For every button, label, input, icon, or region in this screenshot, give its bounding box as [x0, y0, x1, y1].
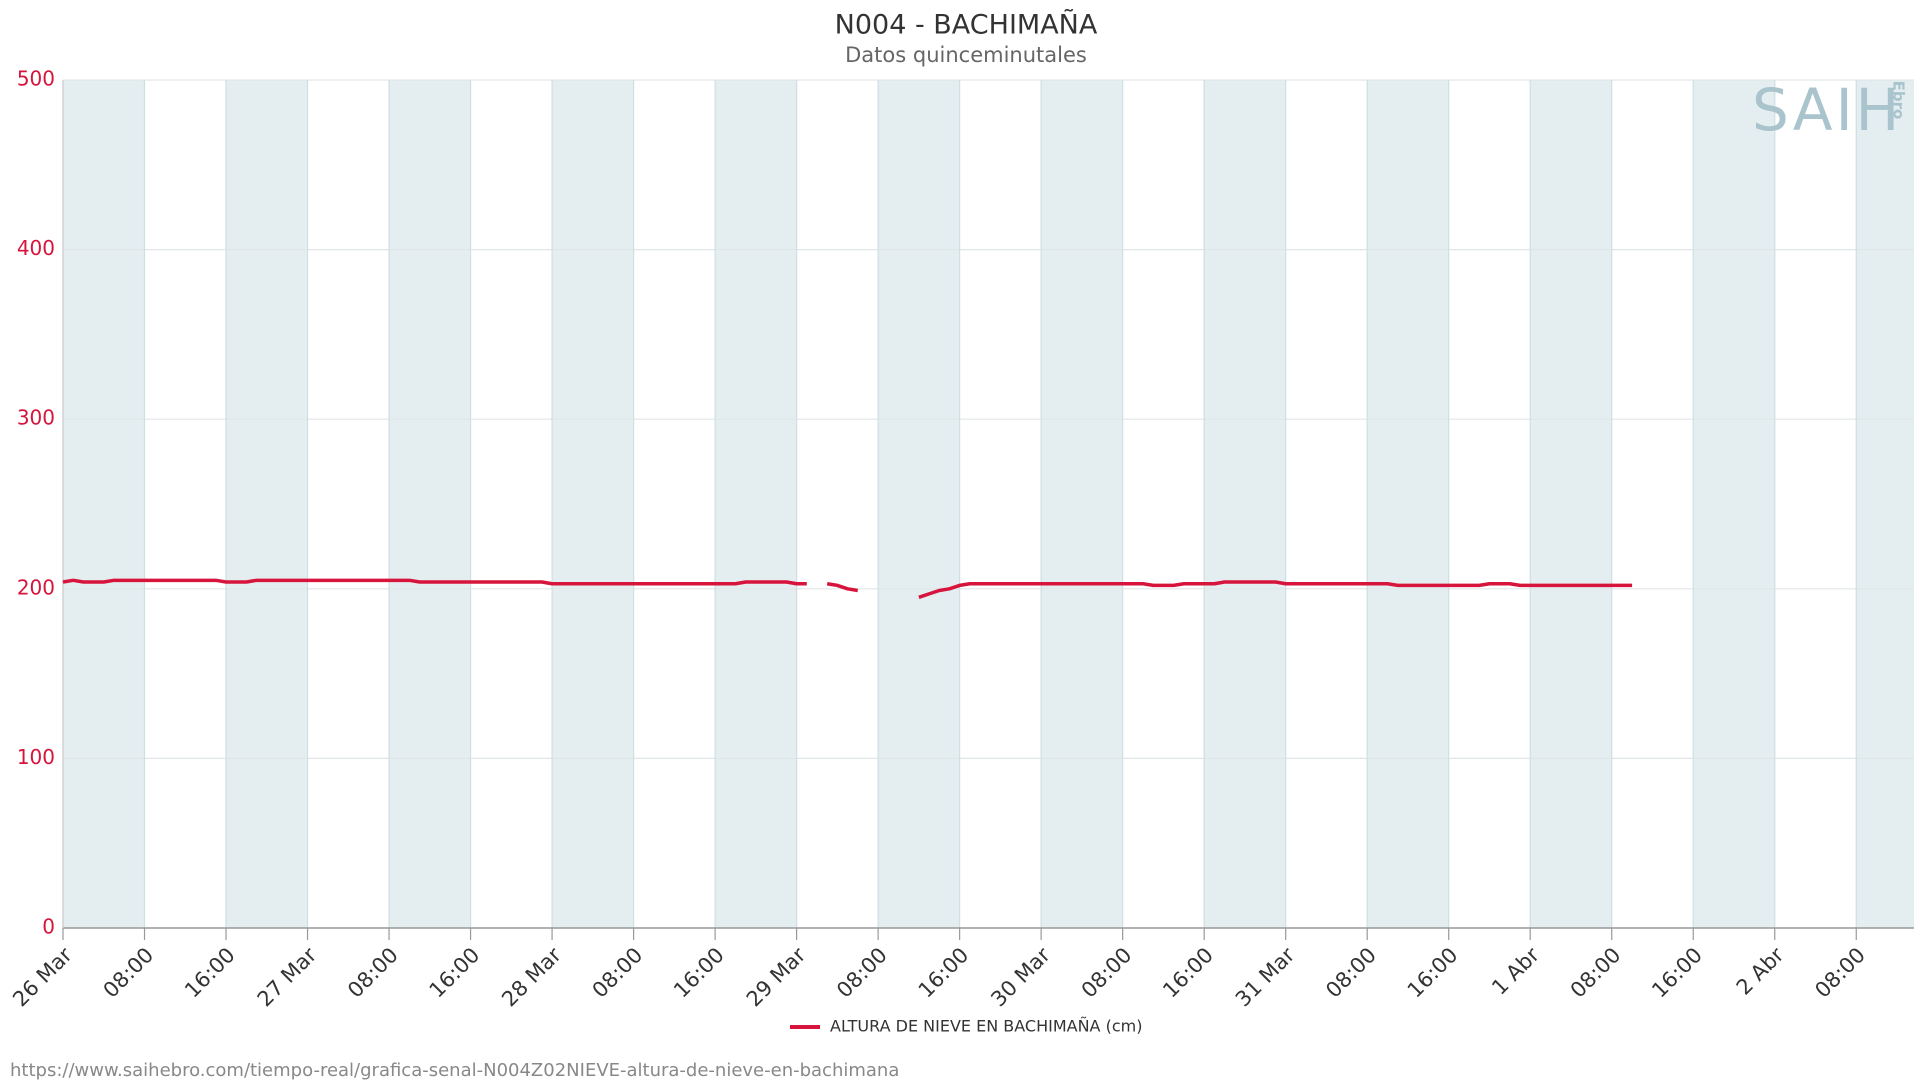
y-tick-label: 400 — [17, 236, 55, 260]
time-band — [552, 80, 634, 928]
time-band — [715, 80, 797, 928]
data-line — [62, 578, 1633, 599]
y-tick-label: 100 — [17, 745, 55, 769]
x-tick-label: 16:00 — [914, 943, 974, 1003]
x-tick-label: 26 Mar — [8, 943, 77, 1012]
chart-title: N004 - BACHIMAÑA — [835, 9, 1098, 41]
x-tick-label: 16:00 — [180, 943, 240, 1003]
y-tick-label: 300 — [17, 406, 55, 430]
x-tick-label: 08:00 — [588, 943, 648, 1003]
time-band — [226, 80, 308, 928]
x-tick-label: 08:00 — [99, 943, 159, 1003]
x-tick-label: 08:00 — [1321, 943, 1381, 1003]
y-tick-label: 200 — [17, 575, 55, 599]
source-url: https://www.saihebro.com/tiempo-real/gra… — [10, 1060, 899, 1080]
x-tick-label: 27 Mar — [253, 943, 322, 1012]
chart-subtitle: Datos quinceminutales — [845, 43, 1087, 67]
time-band — [1041, 80, 1123, 928]
x-tick-label: 31 Mar — [1231, 943, 1300, 1012]
x-tick-label: 08:00 — [832, 943, 892, 1003]
x-tick-label: 16:00 — [669, 943, 729, 1003]
time-band — [63, 80, 145, 928]
x-tick-label: 30 Mar — [986, 943, 1055, 1012]
time-band — [878, 80, 960, 928]
x-tick-label: 28 Mar — [497, 943, 566, 1012]
legend-label: ALTURA DE NIEVE EN BACHIMAÑA (cm) — [830, 1017, 1142, 1036]
x-tick-label: 16:00 — [1647, 943, 1707, 1003]
x-tick-label: 08:00 — [1810, 943, 1870, 1003]
y-tick-label: 0 — [42, 915, 55, 939]
x-tick-label: 2 Abr — [1732, 943, 1789, 1000]
logo-sub: Ebro — [1890, 81, 1908, 120]
x-tick-label: 1 Abr — [1487, 943, 1544, 1000]
time-band — [1204, 80, 1286, 928]
time-band — [1530, 80, 1612, 928]
x-tick-label: 08:00 — [343, 943, 403, 1003]
x-tick-label: 08:00 — [1566, 943, 1626, 1003]
x-tick-label: 16:00 — [1158, 943, 1218, 1003]
time-band — [1856, 80, 1914, 928]
x-tick-label: 16:00 — [425, 943, 485, 1003]
x-tick-label: 08:00 — [1077, 943, 1137, 1003]
y-tick-label: 500 — [17, 67, 55, 91]
x-tick-label: 16:00 — [1403, 943, 1463, 1003]
time-band — [1693, 80, 1775, 928]
x-tick-label: 29 Mar — [742, 943, 811, 1012]
logo: SAIH — [1752, 76, 1902, 144]
time-band — [1367, 80, 1449, 928]
time-band — [389, 80, 471, 928]
